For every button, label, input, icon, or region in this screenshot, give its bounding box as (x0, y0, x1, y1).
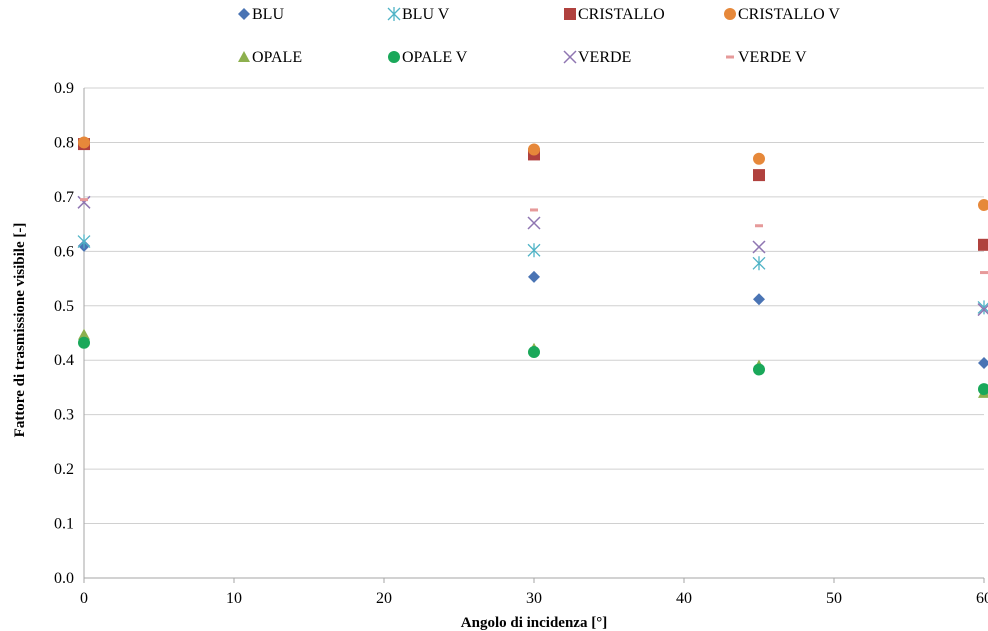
legend-label: VERDE (578, 49, 631, 66)
data-point (755, 224, 763, 228)
legend-item: VERDE V (726, 49, 807, 66)
x-tick-labels: 0 10 20 30 40 50 60 (80, 590, 988, 607)
data-point (752, 256, 766, 271)
data-point (978, 356, 988, 369)
legend-marker (563, 50, 577, 64)
data-point (753, 169, 765, 182)
x-axis-title: Angolo di incidenza [°] (461, 615, 607, 631)
x-tick-label: 10 (226, 590, 242, 607)
y-tick-label: 0.0 (54, 570, 74, 587)
series-verde-v (80, 198, 988, 275)
x-tick-label: 20 (376, 590, 392, 607)
series-opale (78, 328, 988, 398)
data-point (527, 243, 541, 258)
y-tick-label: 0.1 (54, 516, 74, 533)
data-point (753, 363, 765, 376)
x-tick-label: 60 (976, 590, 988, 607)
legend-label: BLU (252, 6, 284, 23)
y-tick-label: 0.2 (54, 461, 74, 478)
x-tick-label: 0 (80, 590, 88, 607)
data-point (978, 199, 988, 212)
y-tick-label: 0.7 (54, 189, 74, 206)
data-point (752, 240, 766, 254)
data-point (753, 152, 765, 165)
data-point (978, 238, 988, 251)
data-point (528, 270, 540, 283)
y-tick-labels: 0.0 0.1 0.2 0.3 0.4 0.5 0.6 0.7 0.8 0.9 (54, 80, 74, 587)
axes (83, 88, 985, 583)
legend-marker (564, 8, 576, 20)
data-point (80, 198, 88, 202)
y-tick-label: 0.4 (54, 352, 74, 369)
legend-label: OPALE (252, 49, 302, 66)
legend-marker (238, 8, 250, 20)
data-point (527, 216, 541, 230)
legend-label: CRISTALLO V (738, 6, 840, 23)
legend-marker (726, 55, 734, 59)
data-point (78, 336, 90, 349)
legend: BLU BLU V CRISTALLO CRISTALLO V OPALE OPALE V… (238, 6, 840, 66)
y-tick-label: 0.3 (54, 407, 74, 424)
legend-item: OPALE V (388, 49, 468, 66)
y-tick-label: 0.9 (54, 80, 74, 97)
legend-marker (724, 8, 736, 20)
data-point (528, 346, 540, 359)
legend-label: OPALE V (402, 49, 468, 66)
data-point (753, 293, 765, 306)
x-tick-label: 30 (526, 590, 542, 607)
legend-marker (238, 51, 250, 62)
legend-item: VERDE (563, 49, 631, 66)
legend-label: VERDE V (738, 49, 807, 66)
series-opale-v (78, 336, 988, 396)
data-point (78, 136, 90, 149)
series-blu-v (77, 234, 988, 315)
data-point (77, 234, 91, 249)
series-cristallo-v (78, 136, 988, 212)
data-point (530, 208, 538, 212)
y-tick-label: 0.5 (54, 298, 74, 315)
series-verde (77, 195, 988, 317)
y-axis-title: Fattore di trasmissione visibile [-] (12, 223, 28, 438)
legend-item: BLU (238, 6, 284, 23)
legend-label: BLU V (402, 6, 450, 23)
legend-item: CRISTALLO (564, 6, 665, 23)
legend-marker (388, 51, 400, 63)
data-point (528, 143, 540, 156)
x-tick-label: 50 (826, 590, 842, 607)
legend-item: OPALE (238, 49, 302, 66)
data-point (980, 271, 988, 275)
y-tick-label: 0.6 (54, 243, 74, 260)
data-points (77, 136, 988, 398)
x-tick-label: 40 (676, 590, 692, 607)
data-point (977, 303, 988, 317)
legend-item: BLU V (387, 6, 450, 23)
legend-label: CRISTALLO (578, 6, 665, 23)
data-point (78, 328, 90, 340)
legend-marker (387, 7, 401, 21)
data-point (978, 383, 988, 396)
data-point (977, 300, 988, 315)
y-tick-label: 0.8 (54, 134, 74, 151)
legend-item: CRISTALLO V (724, 6, 840, 23)
